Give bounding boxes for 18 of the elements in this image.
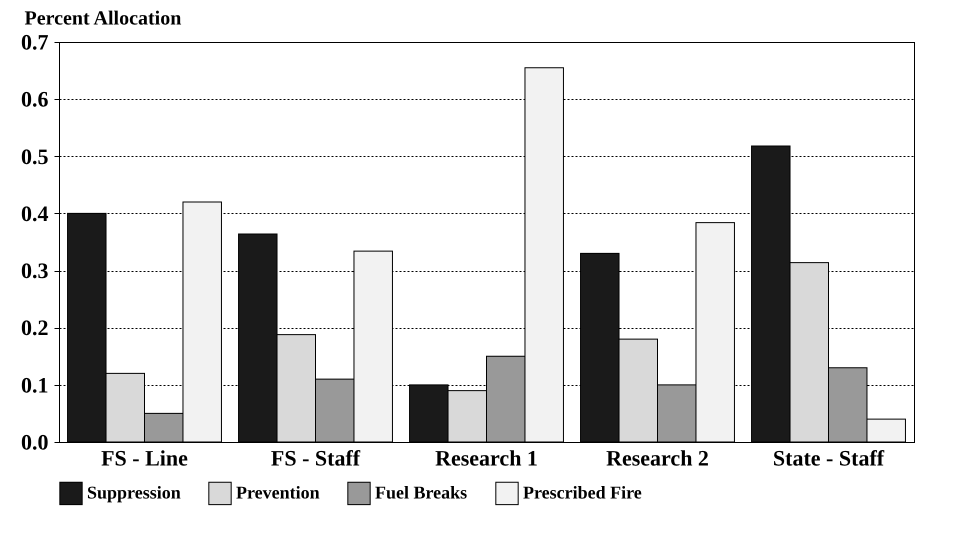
y-axis-title: Percent Allocation (24, 8, 182, 30)
legend-label: Fuel Breaks (375, 482, 468, 502)
y-tick-label: 0.0 (21, 430, 48, 454)
y-tick-label: 0.1 (21, 372, 48, 398)
x-tick-label: FS - Staff (270, 446, 361, 470)
y-tick-label: 0.3 (21, 258, 48, 284)
legend-label: Prescribed Fire (523, 482, 642, 502)
y-tick-label: 0.7 (21, 30, 48, 54)
x-tick-label: Research 1 (435, 446, 538, 470)
x-tick-label: FS - Line (101, 446, 188, 470)
y-tick-label: 0.6 (21, 86, 48, 112)
x-tick-label: State - Staff (772, 446, 885, 470)
x-tick-label: Research 2 (606, 446, 709, 470)
legend-label: Suppression (87, 482, 181, 502)
y-tick-label: 0.2 (21, 315, 48, 340)
y-tick-label: 0.4 (21, 200, 48, 226)
y-tick-label: 0.5 (21, 144, 48, 169)
legend-label: Prevention (236, 482, 320, 502)
